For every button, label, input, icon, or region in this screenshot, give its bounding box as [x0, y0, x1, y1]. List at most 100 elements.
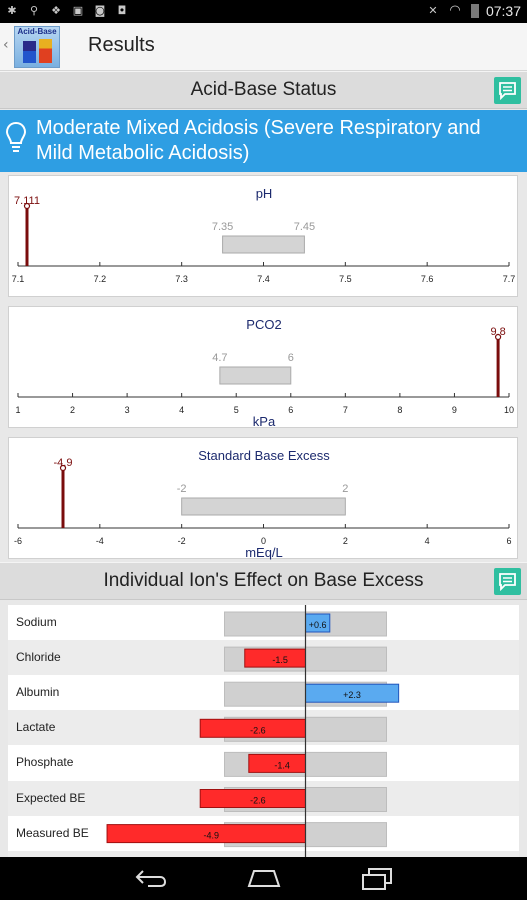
image-icon: ▣ [72, 4, 84, 17]
ion-row: Sodium [8, 605, 519, 640]
ion-effect-value: -1.5 [272, 655, 288, 665]
normal-range-low-label: 7.35 [212, 221, 233, 233]
x-tick-label: 9 [452, 405, 457, 415]
comment-button[interactable] [494, 77, 521, 104]
ph-chart-card: pH 7.35 7.45 7.1 7.2 7.3 7.4 7.5 7.6 7.7 7.111 [8, 175, 518, 297]
x-tick-label: 10 [504, 405, 514, 415]
back-icon[interactable] [134, 867, 168, 889]
normal-range-high-label: 7.45 [294, 221, 315, 233]
x-tick-label: -6 [14, 536, 22, 546]
ion-effects-header: Individual Ion's Effect on Base Excess [0, 562, 527, 600]
back-chevron-icon[interactable]: ‹ [3, 37, 9, 53]
ion-label: Phosphate [16, 755, 74, 770]
comment-icon [499, 82, 516, 100]
lightbulb-icon [5, 121, 27, 152]
value-marker-label: 7.111 [14, 195, 40, 207]
value-marker-dot [494, 333, 502, 341]
ion-label: Albumin [16, 685, 60, 700]
pco2-chart-card: PCO2 4.7 6 1 2 3 4 5 6 7 8 9 10 kPa 9.8 [8, 306, 518, 429]
dropbox-icon: ❖ [51, 4, 61, 17]
app-logo[interactable]: Acid-Base [14, 26, 60, 68]
wifi-icon: ◠ [449, 3, 461, 18]
chart-title: Standard Base Excess [198, 448, 330, 463]
x-tick-label: 4 [179, 405, 184, 415]
value-marker-label: -4.9 [54, 457, 73, 469]
x-tick-label: 7.5 [339, 274, 352, 284]
x-tick-label: 1 [15, 405, 20, 415]
ion-label: Lactate [16, 720, 56, 735]
acid-base-status-header: Acid-Base Status [0, 71, 527, 109]
normal-range-high-label: 6 [288, 352, 294, 364]
normal-range-low-label: -2 [177, 483, 187, 495]
ion-effects-title: Individual Ion's Effect on Base Excess [103, 570, 424, 591]
ion-label: Chloride [16, 650, 61, 665]
ion-effect-value: +0.6 [309, 620, 327, 630]
x-tick-label: 7.2 [94, 274, 107, 284]
x-tick-label: 7.3 [175, 274, 188, 284]
chart-title: PCO2 [246, 317, 281, 332]
x-tick-label: 7.7 [503, 274, 516, 284]
pco2-chart: PCO2 4.7 6 1 2 3 4 5 6 7 8 9 10 kPa 9.8 [15, 317, 514, 429]
normal-range-bar [181, 497, 346, 516]
x-tick-label: 6 [506, 536, 511, 546]
diagnosis-text: Moderate Mixed Acidosis (Severe Respirat… [36, 117, 481, 164]
ion-label: Sodium [16, 615, 57, 629]
x-tick-label: 7.1 [12, 274, 25, 284]
value-marker-dot [23, 202, 31, 210]
x-tick-label: 2 [70, 405, 75, 415]
normal-range-bar [222, 235, 305, 254]
ion-effect-value: -2.6 [250, 796, 266, 806]
ion-row [8, 850, 519, 858]
home-icon[interactable] [246, 867, 282, 889]
x-tick-label: 5 [234, 405, 239, 415]
normal-range-bar [219, 366, 292, 385]
chart-title: pH [256, 186, 273, 201]
x-tick-label: 7.6 [421, 274, 434, 284]
x-axis-unit: mEq/L [245, 545, 283, 560]
diagnosis-banner: Moderate Mixed Acidosis (Severe Respirat… [0, 110, 527, 172]
ion-label: Expected BE [16, 790, 86, 805]
x-axis-unit: kPa [253, 414, 276, 429]
ion-row: Measured BE [8, 816, 519, 851]
x-tick-label: -2 [178, 536, 186, 546]
x-tick-label: 7.4 [257, 274, 270, 284]
sbe-chart: Standard Base Excess -2 2 -6 -4 -2 0 2 4 6 mEq/L -4… [14, 448, 512, 560]
ion-effect-value: +2.3 [343, 690, 361, 700]
ion-effects-panel[interactable]: Sodium Chloride Albumin Lactate Phosphate Exp… [8, 605, 519, 858]
logo-text: Acid-Base [17, 27, 57, 36]
ph-chart: pH 7.35 7.45 7.1 7.2 7.3 7.4 7.5 7.6 7.7 7.111 [12, 186, 516, 284]
x-tick-label: 0 [261, 536, 266, 546]
logo-bar-right [39, 39, 52, 63]
normal-range-low-label: 4.7 [212, 352, 227, 364]
logo-bar-left [23, 41, 36, 63]
value-marker-label: 9.8 [490, 326, 505, 338]
ion-row: Phosphate [8, 745, 519, 780]
value-marker-dot [59, 464, 67, 472]
status-bar: ✱ ⚲ ❖ ▣ ◙ ◘ ✕ ◠ 07:37 [0, 0, 527, 23]
acid-base-status-title: Acid-Base Status [190, 79, 337, 100]
x-tick-label: 3 [125, 405, 130, 415]
normal-range-high-label: 2 [342, 483, 348, 495]
bluetooth-icon: ✕ [428, 4, 438, 17]
recent-apps-icon[interactable] [360, 867, 394, 891]
x-tick-label: -4 [96, 536, 104, 546]
ion-label: Measured BE [16, 825, 89, 840]
android-debug-icon: ✱ [7, 4, 17, 17]
page-title: Results [88, 34, 155, 56]
navigation-bar [0, 857, 527, 900]
x-tick-label: 7 [343, 405, 348, 415]
game-controller-icon: ◙ [94, 4, 106, 17]
x-tick-label: 8 [397, 405, 402, 415]
comment-icon [499, 573, 516, 591]
ion-row: Albumin [8, 675, 519, 710]
ion-effect-value: -4.9 [204, 831, 220, 841]
action-bar: ‹ Acid-Base Results [0, 23, 527, 71]
sbe-chart-card: Standard Base Excess -2 2 -6 -4 -2 0 2 4 6 mEq/L -4… [8, 437, 518, 560]
ion-comment-button[interactable] [494, 568, 521, 595]
x-tick-label: 2 [343, 536, 348, 546]
x-tick-label: 6 [288, 405, 293, 415]
ion-effect-value: -2.6 [250, 725, 266, 735]
ion-effect-value: -1.4 [274, 760, 290, 770]
battery-icon [471, 4, 479, 18]
shopping-bag-icon: ◘ [117, 4, 127, 17]
